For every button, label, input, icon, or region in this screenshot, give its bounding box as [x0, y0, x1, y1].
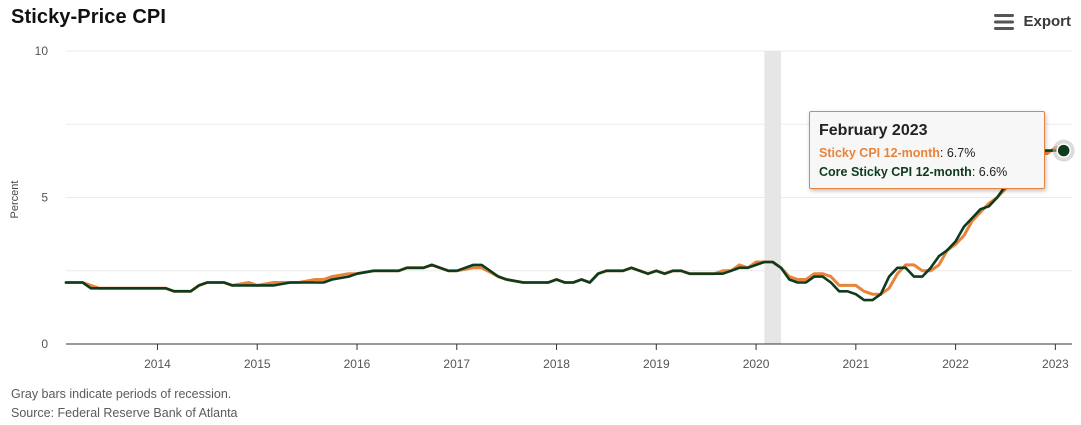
x-tick-label: 2016 [344, 357, 371, 371]
grid-layer [66, 50, 1072, 272]
axis-layer: 0 5 10 Percent 2014 2015 2016 2017 2018 2019 2020 2… [9, 44, 1072, 371]
y-tick-label: 10 [35, 44, 49, 58]
recession-band [764, 51, 782, 344]
tooltip-series-value: 6.7% [946, 146, 976, 160]
x-tick-label: 2015 [244, 357, 271, 371]
x-tick-label: 2020 [743, 357, 770, 371]
y-tick-label: 0 [41, 337, 48, 351]
x-tick-label: 2021 [842, 357, 869, 371]
series-line-core [64, 149, 1065, 302]
tooltip-series-name: Sticky CPI 12-month [819, 146, 940, 160]
recession-note: Gray bars indicate periods of recession. [11, 387, 232, 401]
tooltip-title: February 2023 [819, 122, 928, 139]
y-tick-label: 5 [41, 191, 48, 205]
y-axis-label: Percent [9, 181, 21, 219]
export-label: Export [1023, 13, 1071, 30]
x-tick-label: 2017 [443, 357, 470, 371]
x-tick-label: 2014 [144, 357, 171, 371]
tooltip-series-value: 6.6% [978, 165, 1008, 179]
highlight-point [1056, 143, 1071, 158]
source-note: Source: Federal Reserve Bank of Atlanta [11, 406, 238, 420]
tooltip-row-core: Core Sticky CPI 12-month: 6.6% [819, 165, 1008, 179]
marker-layer [1052, 139, 1075, 162]
export-button[interactable]: Export [994, 13, 1071, 30]
chart-title: Sticky-Price CPI [11, 6, 167, 28]
tooltip-series-name: Core Sticky CPI 12-month [819, 165, 972, 179]
x-tick-label: 2018 [543, 357, 570, 371]
tooltip-row-sticky: Sticky CPI 12-month: 6.7% [819, 146, 976, 160]
chart-tooltip: February 2023 Sticky CPI 12-month: 6.7% … [809, 111, 1045, 189]
recession-layer [764, 51, 782, 344]
menu-icon [994, 13, 1015, 30]
x-tick-label: 2023 [1042, 357, 1069, 371]
x-tick-label: 2019 [643, 357, 670, 371]
series-layer [64, 146, 1066, 302]
x-tick-label: 2022 [942, 357, 969, 371]
